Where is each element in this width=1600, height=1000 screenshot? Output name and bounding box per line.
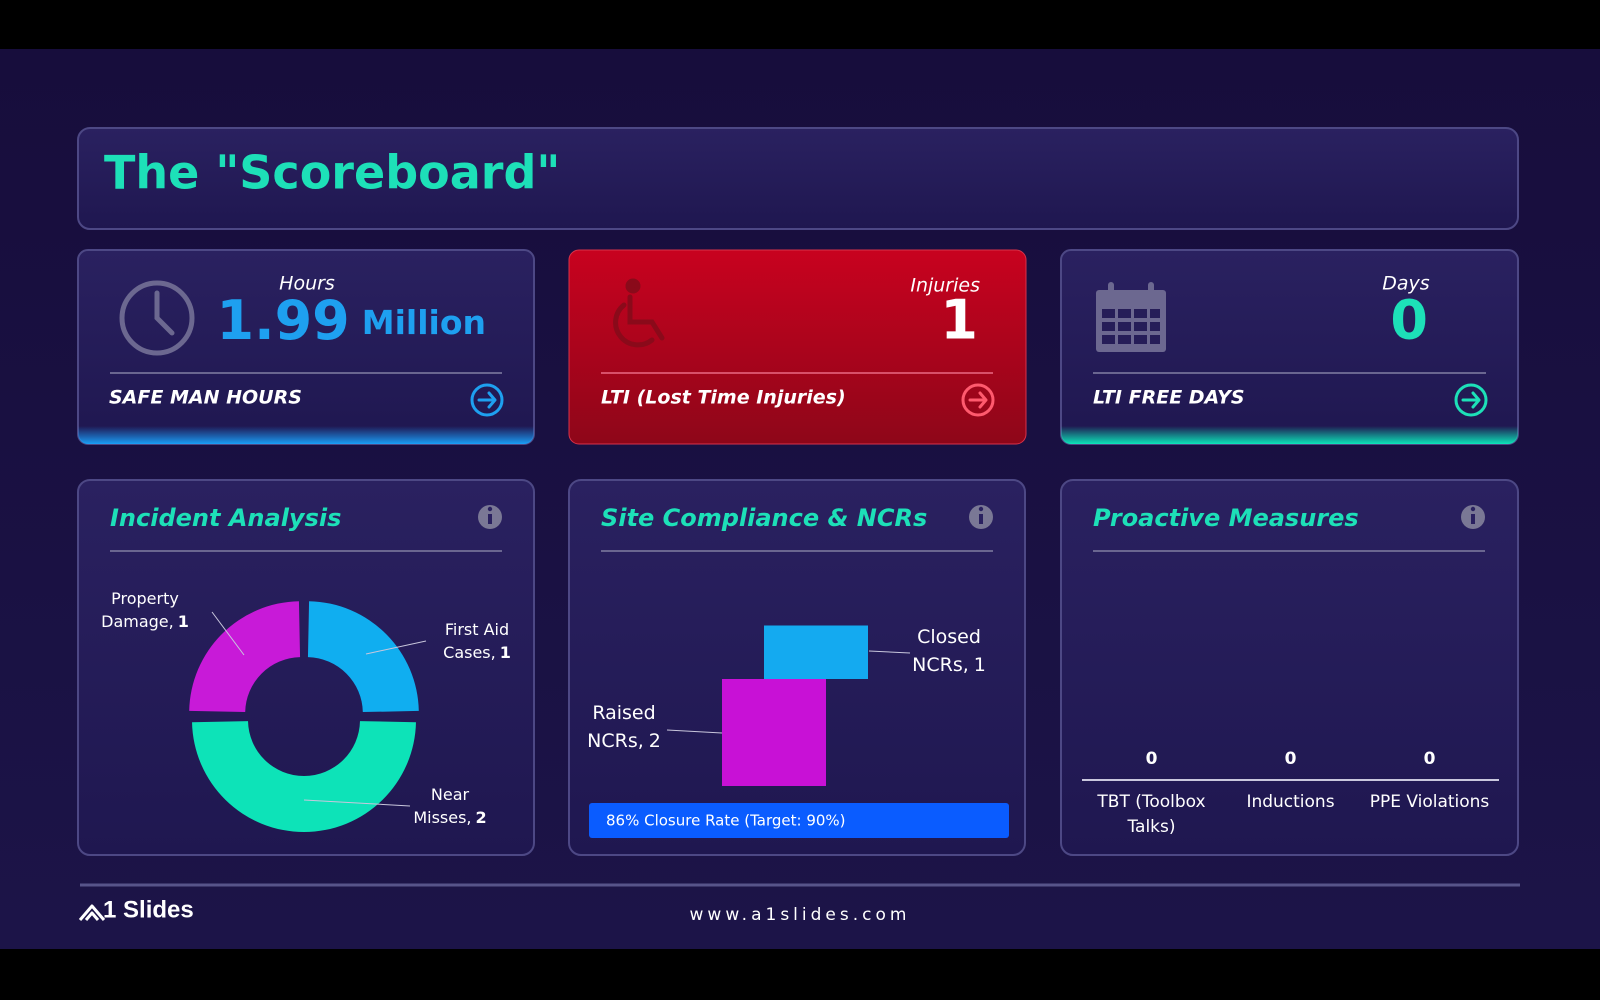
footer-url: www.a1slides.com xyxy=(690,905,911,925)
info-icon[interactable] xyxy=(478,505,502,529)
kpi-value-group: 1.99 Million xyxy=(217,289,486,352)
bar xyxy=(722,679,826,786)
data-label: Raised NCRs, 2 xyxy=(579,700,669,755)
panel-title: Proactive Measures xyxy=(1093,504,1359,532)
category-label: TBT (Toolbox Talks) xyxy=(1097,792,1206,837)
logo: 1 Slides xyxy=(103,896,194,923)
panel-title: Site Compliance & NCRs xyxy=(601,504,927,532)
kpi-unit: Hours xyxy=(279,273,335,295)
value-label: 2 xyxy=(475,808,487,828)
value-label: 2 xyxy=(648,729,661,752)
data-label: Closed NCRs, 1 xyxy=(904,624,994,679)
label-box: First Aid Cases, 1 xyxy=(432,618,522,664)
category-label: Near Misses, xyxy=(413,785,472,828)
kpi-suffix: Million xyxy=(362,303,486,342)
panel: Site Compliance & NCRs Raised NCRs, 2 Close… xyxy=(568,479,1026,856)
bar xyxy=(764,625,868,679)
info-stem xyxy=(1471,514,1475,524)
kpi-glow xyxy=(1061,426,1518,444)
kpi-glow xyxy=(78,426,534,444)
info-stem xyxy=(488,514,492,524)
info-icon[interactable] xyxy=(1461,505,1485,529)
info-icon[interactable] xyxy=(969,505,993,529)
closure-note: 86% Closure Rate (Target: 90%) xyxy=(606,812,846,830)
header-card xyxy=(77,127,1519,230)
clock-icon xyxy=(119,280,195,356)
arrow-button[interactable] xyxy=(961,383,995,417)
panel-title: Incident Analysis xyxy=(110,504,341,532)
info-dot xyxy=(978,506,984,512)
data-label: Inductions xyxy=(1226,790,1356,815)
label-box: Raised NCRs, 2 xyxy=(579,700,669,755)
kpi-value: 0 xyxy=(1390,289,1428,352)
leader-line xyxy=(303,799,411,807)
value-label: 1 xyxy=(177,612,189,632)
label-box: TBT (Toolbox Talks) xyxy=(1087,790,1217,839)
title: The "Scoreboard" xyxy=(104,146,560,200)
label-box: Inductions xyxy=(1226,790,1356,815)
kpi-label: LTI (Lost Time Injuries) xyxy=(601,387,846,409)
closure-bar xyxy=(589,803,1009,838)
logo-icon xyxy=(78,904,106,921)
label-box: Near Misses, 2 xyxy=(410,783,490,829)
kpi-card xyxy=(568,249,1027,445)
wheelchair-icon xyxy=(613,278,665,348)
category-label: Property Damage, xyxy=(101,589,179,632)
value-label: 1 xyxy=(499,643,511,663)
category-label: Closed NCRs, xyxy=(912,626,981,676)
kpi-label: SAFE MAN HOURS xyxy=(109,387,302,409)
info-stem xyxy=(979,514,983,524)
value-label: 0 xyxy=(1146,749,1158,769)
category-label: Inductions xyxy=(1246,792,1335,812)
info-dot xyxy=(1470,506,1476,512)
data-label: First Aid Cases, 1 xyxy=(432,618,522,664)
panel-card xyxy=(77,479,535,856)
info-dot xyxy=(487,506,493,512)
arrow-button[interactable] xyxy=(470,383,504,417)
kpi-unit: Injuries xyxy=(910,275,980,297)
label-box: Property Damage, 1 xyxy=(95,587,195,633)
kpi-unit: Days xyxy=(1382,273,1430,295)
kpi-label: LTI FREE DAYS xyxy=(1093,387,1245,409)
panel: Proactive Measures 0 TBT (Toolbox Talks) 0 I… xyxy=(1060,479,1519,856)
label-box: PPE Violations xyxy=(1365,790,1495,815)
kpi-value: 1.99 xyxy=(217,289,350,352)
value-label: 0 xyxy=(1285,749,1297,769)
category-label: Raised NCRs, xyxy=(587,702,656,752)
donut-segment xyxy=(189,601,301,713)
leader-line xyxy=(666,729,723,734)
kpi-value: 1 xyxy=(940,289,978,352)
calendar-icon xyxy=(1096,282,1166,352)
category-label: PPE Violations xyxy=(1369,792,1490,812)
value-label: 0 xyxy=(1424,749,1436,769)
leader-line xyxy=(365,640,427,655)
donut-segment xyxy=(307,601,419,713)
data-label: Property Damage, 1 xyxy=(95,587,195,633)
category-label: First Aid Cases, xyxy=(443,620,510,663)
label-box: Closed NCRs, 1 xyxy=(904,624,994,679)
leader-line xyxy=(211,611,245,656)
leader-line xyxy=(868,650,911,654)
data-label: TBT (Toolbox Talks) xyxy=(1087,790,1217,839)
arrow-button[interactable] xyxy=(1454,383,1488,417)
panel-card xyxy=(1060,479,1519,856)
donut-segment xyxy=(192,721,416,833)
data-label: PPE Violations xyxy=(1365,790,1495,815)
value-label: 1 xyxy=(973,653,986,676)
data-label: Near Misses, 2 xyxy=(410,783,490,829)
